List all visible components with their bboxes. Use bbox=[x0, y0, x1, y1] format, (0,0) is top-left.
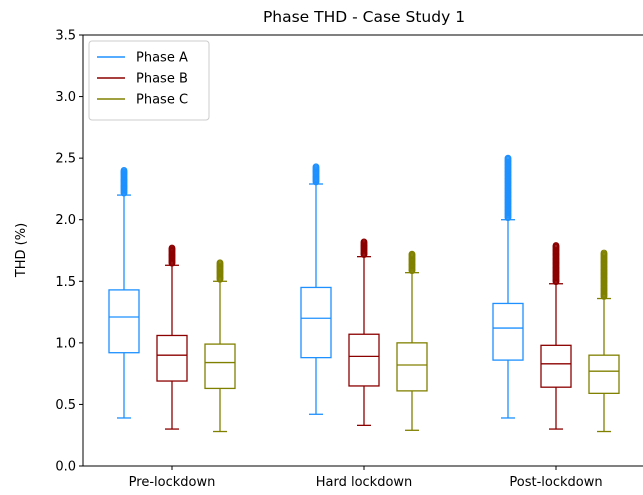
box-phase-a-0 bbox=[108, 167, 140, 419]
box-phase-b-1 bbox=[348, 238, 380, 427]
box-phase-c-0 bbox=[204, 259, 236, 433]
outlier-point bbox=[312, 163, 320, 171]
y-axis-ticks: 0.0 0.5 1.0 1.5 2.0 2.5 3.0 3.5 bbox=[55, 29, 83, 475]
outlier-point bbox=[360, 238, 368, 246]
iqr-box bbox=[540, 344, 572, 388]
x-tick-label: Hard lockdown bbox=[316, 475, 413, 490]
box-phase-a-2 bbox=[492, 154, 524, 419]
outlier-point bbox=[168, 244, 176, 252]
box-phase-a-1 bbox=[300, 163, 332, 415]
outlier-point bbox=[600, 249, 608, 257]
iqr-box bbox=[588, 354, 620, 394]
plot-frame bbox=[82, 34, 643, 467]
y-tick-label: 2.5 bbox=[55, 152, 76, 167]
iqr-box bbox=[492, 302, 524, 361]
x-tick-label: Post-lockdown bbox=[509, 475, 602, 490]
y-tick-label: 1.0 bbox=[55, 336, 76, 351]
legend-label: Phase C bbox=[136, 93, 188, 108]
iqr-box bbox=[396, 342, 428, 392]
x-tick-label: Pre-lockdown bbox=[129, 475, 216, 490]
box-phase-c-1 bbox=[396, 250, 428, 431]
y-tick-label: 3.0 bbox=[55, 90, 76, 105]
iqr-box bbox=[204, 343, 236, 390]
box-phase-b-2 bbox=[540, 242, 572, 430]
y-axis-label: THD (%) bbox=[14, 223, 29, 278]
x-axis-ticks: Pre-lockdown Hard lockdown Post-lockdown bbox=[129, 466, 603, 490]
y-tick-label: 0.5 bbox=[55, 398, 76, 413]
legend-box bbox=[88, 40, 210, 121]
legend-label: Phase B bbox=[136, 72, 188, 87]
y-tick-label: 3.5 bbox=[55, 29, 76, 44]
box-plots bbox=[108, 154, 620, 433]
y-tick-label: 2.0 bbox=[55, 213, 76, 228]
legend: Phase A Phase B Phase C bbox=[88, 40, 210, 121]
outlier-point bbox=[552, 242, 560, 249]
chart-title: Phase THD - Case Study 1 bbox=[263, 8, 465, 26]
iqr-box bbox=[108, 289, 140, 354]
box-phase-c-2 bbox=[588, 249, 620, 433]
iqr-box bbox=[348, 333, 380, 387]
outlier-point bbox=[408, 250, 416, 258]
y-tick-label: 1.5 bbox=[55, 275, 76, 290]
outlier-point bbox=[120, 167, 128, 174]
box-phase-b-0 bbox=[156, 244, 188, 430]
y-tick-label: 0.0 bbox=[55, 460, 76, 475]
outlier-point bbox=[504, 154, 512, 162]
outlier-point bbox=[216, 259, 224, 267]
legend-label: Phase A bbox=[136, 51, 188, 66]
iqr-box bbox=[156, 334, 188, 382]
iqr-box bbox=[300, 286, 332, 359]
